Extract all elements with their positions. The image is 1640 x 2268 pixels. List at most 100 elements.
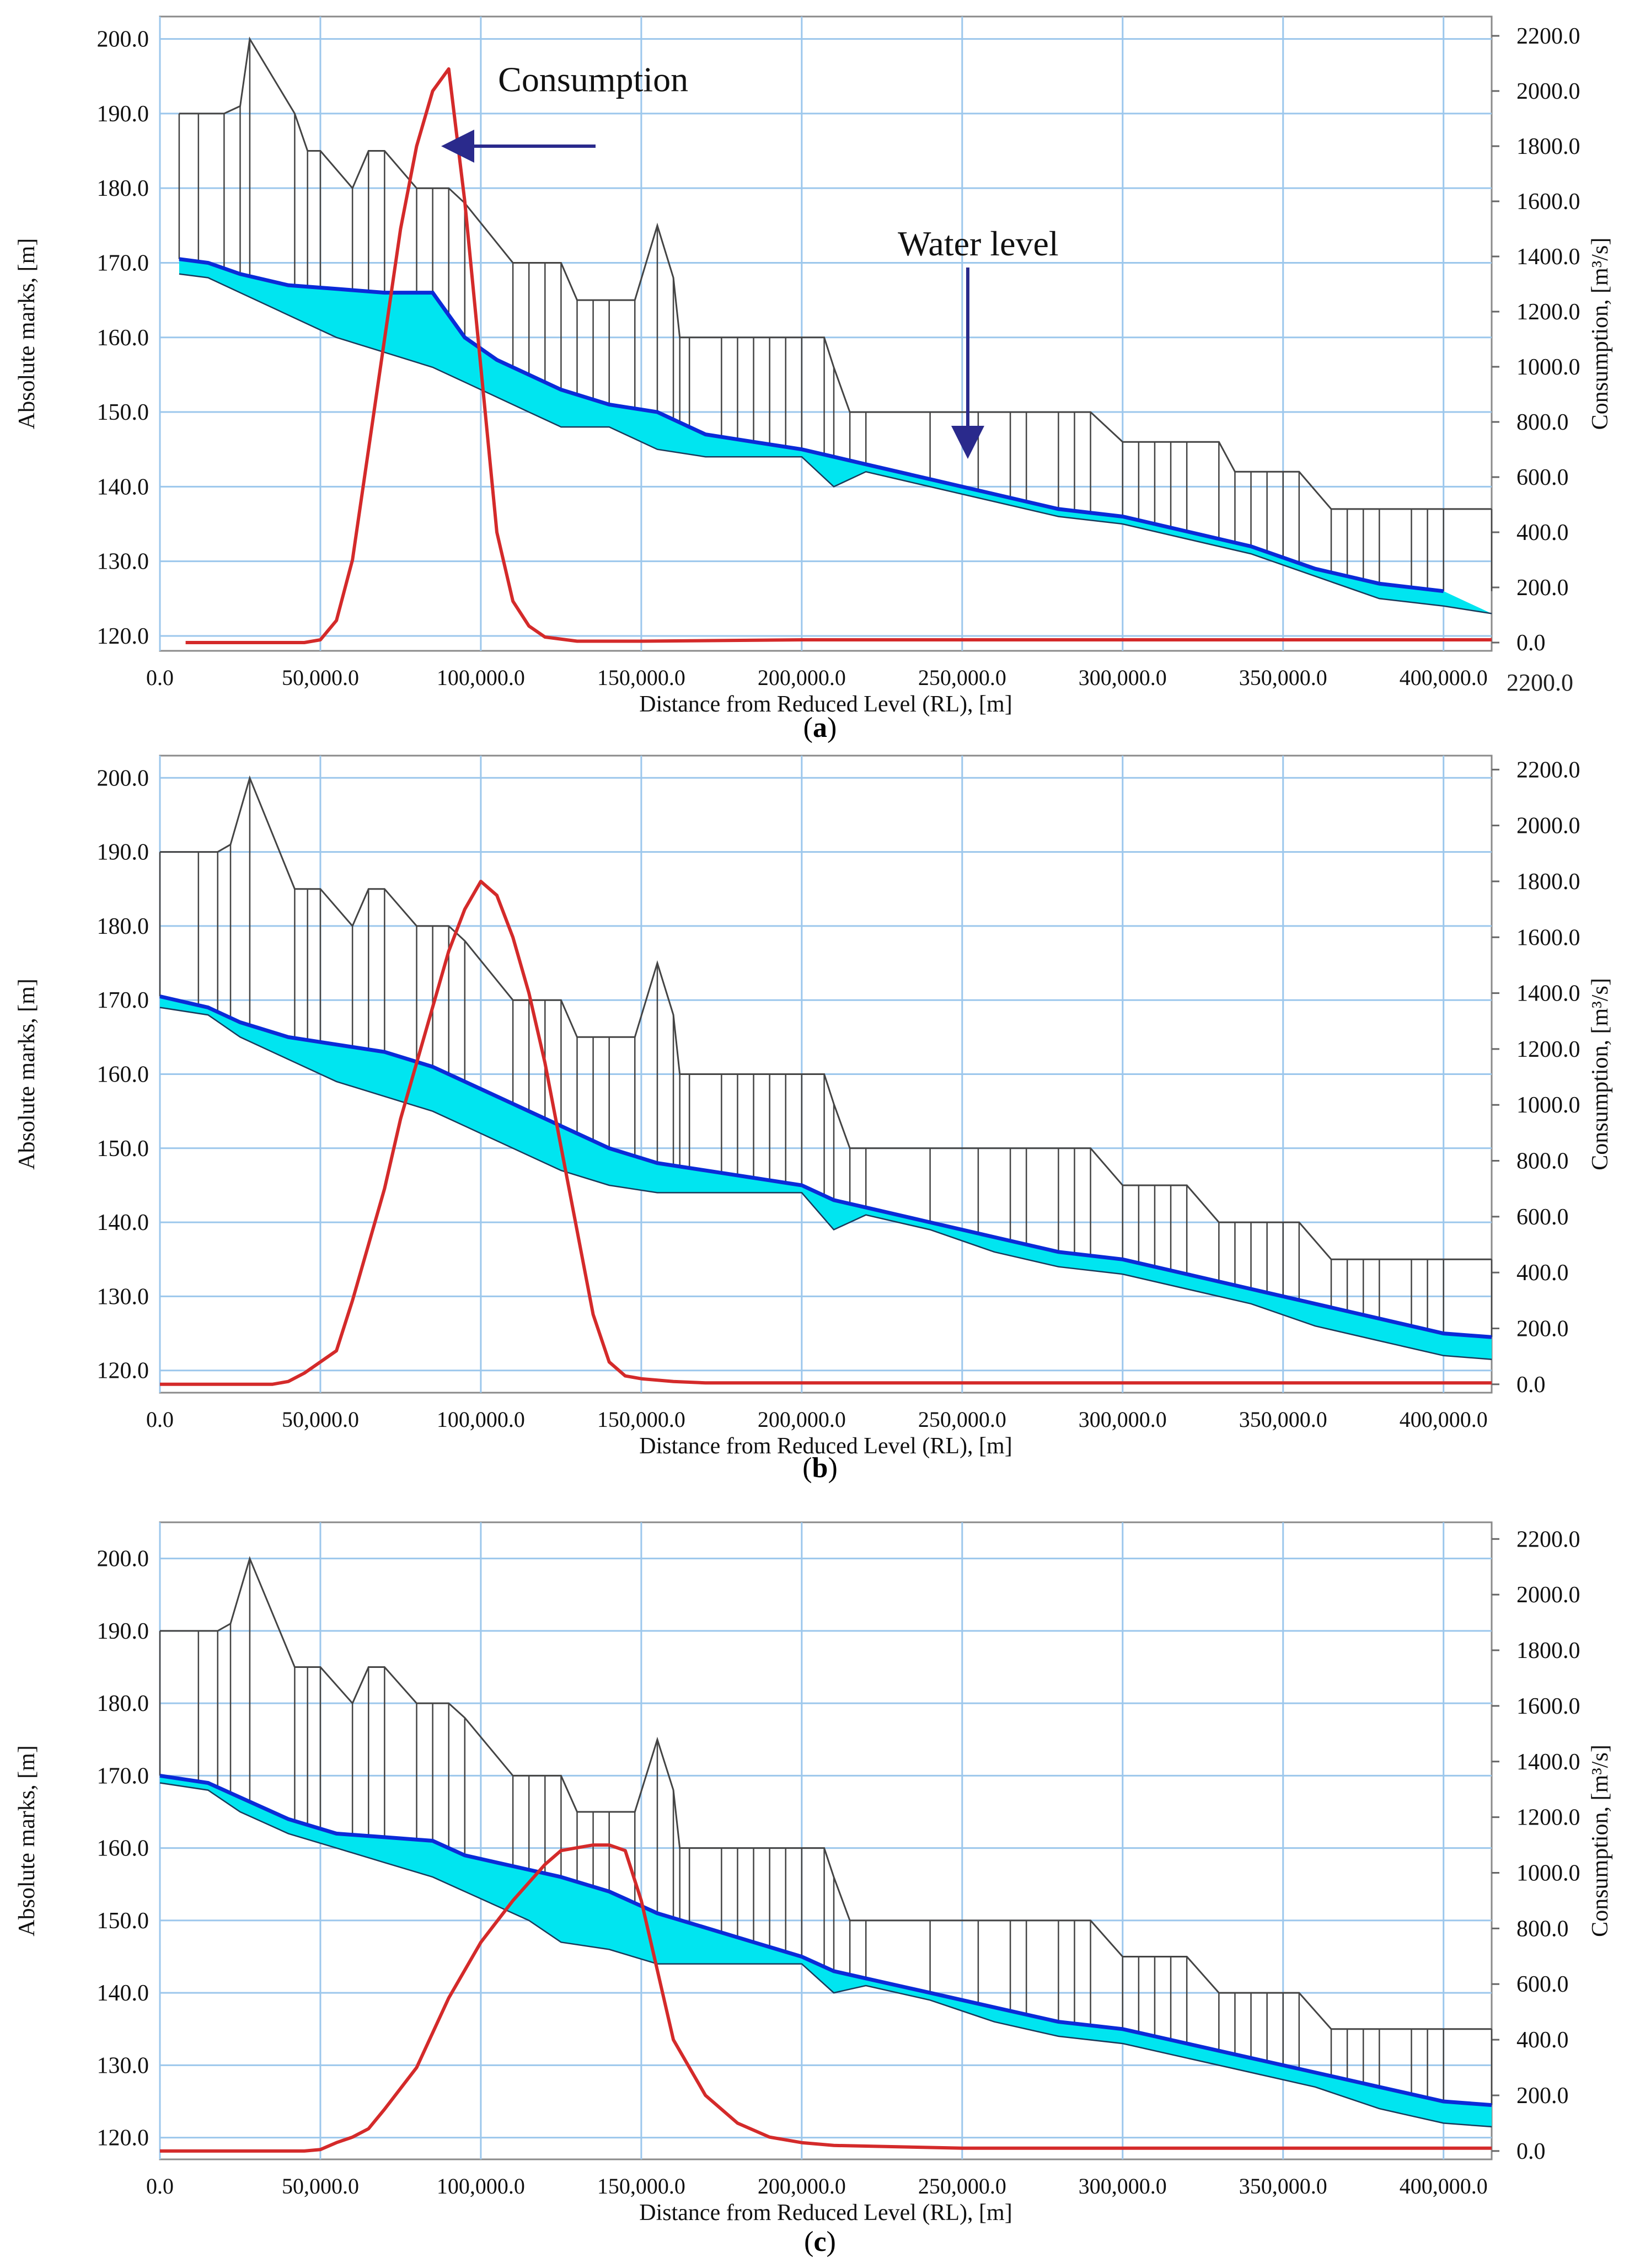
x-tick-label: 350,000.0 [1239, 2174, 1327, 2199]
x-tick-label: 250,000.0 [918, 665, 1006, 690]
x-tick-label: 250,000.0 [918, 1407, 1006, 1432]
consumption-line [185, 67, 1492, 644]
river-bed-line [159, 1782, 1492, 2128]
y2-tick-label: 1400.0 [1516, 1750, 1580, 1775]
caption-a: (a) [803, 712, 837, 743]
y2-tick-label: 2200.0 [1516, 1527, 1580, 1552]
x-tick-label: 50,000.0 [282, 1407, 359, 1432]
x-tick-label: 300,000.0 [1079, 1407, 1167, 1432]
y2-tick-label: 200.0 [1516, 1316, 1569, 1341]
x-tick-label: 0.0 [146, 1407, 174, 1432]
plot-area [159, 1521, 1493, 2160]
y2-axis-title: Consumption, [m³/s] [1588, 978, 1613, 1170]
y2-tick-label: 0.0 [1516, 1372, 1546, 1398]
y2-tick-label: 1000.0 [1516, 1093, 1580, 1118]
x-tick-label: 400,000.0 [1400, 2174, 1488, 2199]
y2-tick-label: 1600.0 [1516, 1694, 1580, 1719]
y-tick-label: 160.0 [97, 1836, 149, 1862]
y-tick-label: 150.0 [97, 1908, 149, 1934]
caption-a-letter: a [813, 712, 827, 743]
y-tick-label: 140.0 [97, 1981, 149, 2006]
y2-tick-label: 1800.0 [1516, 869, 1580, 895]
chart-panel-a: 0.0 50,000.0 100,000.0 150,000.0 200,000.0 25… [14, 15, 1613, 717]
x-axis-title: Distance from Reduced Level (RL), [m] [639, 692, 1012, 717]
y2-tick-label: 1000.0 [1516, 1861, 1580, 1886]
chart-panel-b: 0.0 50,000.0 100,000.0 150,000.0 200,000.0 25… [14, 755, 1613, 1459]
y-tick-label: 120.0 [97, 2126, 149, 2151]
y-tick-label: 150.0 [97, 1136, 149, 1162]
x-tick-label: 100,000.0 [437, 665, 525, 690]
x-axis-title: Distance from Reduced Level (RL), [m] [639, 2200, 1012, 2226]
y-tick-label: 120.0 [97, 1358, 149, 1384]
y-axis-title: Absolute marks, [m] [14, 238, 40, 429]
y-tick-label: 180.0 [97, 1691, 149, 1716]
y2-tick-label: 2200.0 [1516, 757, 1580, 783]
y2-tick-label: 1000.0 [1516, 355, 1580, 380]
x-tick-label: 150,000.0 [597, 2174, 685, 2199]
y2-tick-label: 0.0 [1516, 2139, 1546, 2164]
river-bed-line [179, 273, 1492, 614]
y2-tick-label: 1800.0 [1516, 1638, 1580, 1663]
y-tick-label: 190.0 [97, 1619, 149, 1644]
y2-tick-label: 2000.0 [1516, 1582, 1580, 1608]
y2-tick-label: 0.0 [1516, 630, 1546, 656]
y2-tick-label: 1200.0 [1516, 1037, 1580, 1062]
y2-tick-label: 1200.0 [1516, 1805, 1580, 1831]
consumption-line [160, 1843, 1492, 2153]
x-tick-label: 50,000.0 [282, 2174, 359, 2199]
y-tick-label: 150.0 [97, 400, 149, 425]
river-bed-line [159, 1007, 1492, 1360]
x-tick-label: 350,000.0 [1239, 1407, 1327, 1432]
x-tick-label: 350,000.0 [1239, 665, 1327, 690]
y2-tick-label: 800.0 [1516, 410, 1569, 435]
y-tick-label: 170.0 [97, 988, 149, 1013]
water-level-line [159, 1773, 1492, 2107]
y-tick-label: 160.0 [97, 325, 149, 351]
water-level-line [179, 257, 1444, 593]
y2-tick-label: 2200.0 [1516, 24, 1580, 49]
y-tick-label: 170.0 [97, 250, 149, 276]
caption-b-letter: b [812, 1452, 828, 1484]
y2-tick-label: 1400.0 [1516, 981, 1580, 1007]
y-tick-label: 130.0 [97, 2053, 149, 2078]
terrain-line [179, 36, 1492, 510]
x-tick-label: 50,000.0 [282, 665, 359, 690]
y-tick-label: 120.0 [97, 624, 149, 649]
y2-tick-label: 200.0 [1516, 2083, 1569, 2109]
y-tick-label: 200.0 [97, 766, 149, 791]
y2-tick-label: 400.0 [1516, 2028, 1569, 2053]
y-tick-label: 190.0 [97, 101, 149, 127]
y-tick-label: 130.0 [97, 549, 149, 575]
consumption-line [160, 880, 1492, 1386]
y2-tick-label: 400.0 [1516, 1260, 1569, 1286]
x-tick-label: 150,000.0 [597, 665, 685, 690]
y-tick-label: 170.0 [97, 1763, 149, 1789]
y2-tick-label: 600.0 [1516, 1205, 1569, 1230]
chart-panel-c: 0.0 50,000.0 100,000.0 150,000.0 200,000.0 25… [14, 1521, 1613, 2226]
water-body-area [179, 259, 1492, 614]
y2-axis-title: Consumption, [m³/s] [1588, 238, 1613, 430]
y-axis-title: Absolute marks, [m] [14, 1745, 40, 1936]
x-tick-label: 400,000.0 [1400, 1407, 1488, 1432]
stray-axis-label: 2200.0 [1507, 669, 1573, 696]
y2-tick-label: 800.0 [1516, 1916, 1569, 1941]
y-tick-label: 140.0 [97, 474, 149, 500]
y2-tick-label: 1600.0 [1516, 925, 1580, 950]
x-tick-label: 400,000.0 [1400, 665, 1488, 690]
caption-c-letter: c [813, 2226, 827, 2258]
y2-axis-title: Consumption, [m³/s] [1588, 1745, 1613, 1937]
y2-tick-label: 2000.0 [1516, 79, 1580, 104]
y-tick-label: 180.0 [97, 176, 149, 201]
y2-tick-label: 1600.0 [1516, 189, 1580, 215]
caption-b: (b) [802, 1452, 838, 1484]
y2-tick-label: 1800.0 [1516, 134, 1580, 159]
y2-tick-label: 1200.0 [1516, 299, 1580, 325]
y-axis-title: Absolute marks, [m] [14, 978, 40, 1169]
terrain-line [160, 775, 1492, 1260]
x-tick-label: 0.0 [146, 665, 174, 690]
x-axis-title: Distance from Reduced Level (RL), [m] [639, 1433, 1012, 1459]
x-tick-label: 200,000.0 [758, 2174, 846, 2199]
annotation-water-level: Water level [898, 224, 1059, 263]
water-level-line [159, 994, 1492, 1339]
